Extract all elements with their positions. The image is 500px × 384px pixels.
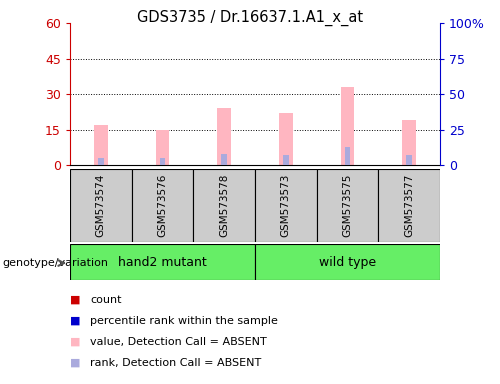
Text: GSM573575: GSM573575 [342,174,352,237]
Text: GSM573574: GSM573574 [96,174,106,237]
Text: GSM573577: GSM573577 [404,174,414,237]
Bar [98,158,103,165]
Text: GDS3735 / Dr.16637.1.A1_x_at: GDS3735 / Dr.16637.1.A1_x_at [137,10,363,26]
Bar [283,155,288,165]
Bar [279,113,292,165]
Text: ■: ■ [70,358,80,368]
Bar [94,125,108,165]
Text: GSM573578: GSM573578 [219,174,229,237]
Text: ■: ■ [70,316,80,326]
Bar [402,120,416,165]
Bar [70,169,132,242]
Text: GSM573576: GSM573576 [158,174,168,237]
Text: genotype/variation: genotype/variation [2,258,108,268]
Bar [406,155,412,165]
Text: percentile rank within the sample: percentile rank within the sample [90,316,278,326]
Bar [255,169,316,242]
Text: ■: ■ [70,337,80,347]
Bar [218,108,231,165]
Bar [340,87,354,165]
Text: count: count [90,295,122,305]
Text: hand2 mutant: hand2 mutant [118,256,207,268]
Bar [255,244,440,280]
Text: wild type: wild type [319,256,376,268]
Bar [222,154,227,165]
Bar [156,130,170,165]
Text: GSM573573: GSM573573 [281,174,291,237]
Bar [132,169,194,242]
Bar [316,169,378,242]
Bar [344,147,350,165]
Bar [160,158,166,165]
Text: value, Detection Call = ABSENT: value, Detection Call = ABSENT [90,337,267,347]
Bar [378,169,440,242]
Text: ■: ■ [70,295,80,305]
Bar [70,244,255,280]
Text: rank, Detection Call = ABSENT: rank, Detection Call = ABSENT [90,358,261,368]
Bar [194,169,255,242]
